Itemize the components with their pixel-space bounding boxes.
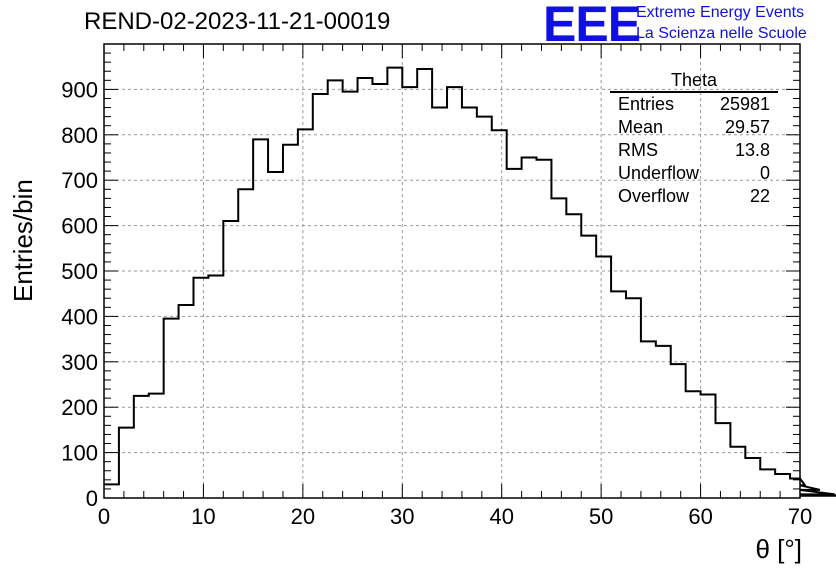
y-tick-label: 0 bbox=[86, 486, 98, 511]
chart-title: REND-02-2023-11-21-00019 bbox=[84, 8, 391, 35]
x-tick-label: 10 bbox=[191, 504, 215, 529]
y-tick-label: 700 bbox=[61, 168, 98, 193]
y-tick-label: 800 bbox=[61, 123, 98, 148]
y-axis-label: Entries/bin bbox=[8, 179, 38, 302]
stats-box: Theta Entries 25981 Mean 29.57 RMS 13.8 Und… bbox=[610, 70, 778, 208]
stats-label: RMS bbox=[618, 140, 658, 160]
logo-caption-line1: Extreme Energy Events bbox=[636, 4, 805, 21]
stats-value: 22 bbox=[749, 186, 770, 206]
y-tick-label: 900 bbox=[61, 77, 98, 102]
x-tick-label: 0 bbox=[98, 504, 110, 529]
y-tick-label: 600 bbox=[61, 214, 98, 239]
y-tick-label: 200 bbox=[61, 395, 98, 420]
eee-logo: EEE bbox=[543, 0, 641, 52]
stats-row-mean: Mean 29.57 bbox=[610, 116, 778, 139]
x-tick-label: 20 bbox=[291, 504, 315, 529]
y-tick-label: 100 bbox=[61, 441, 98, 466]
stats-label: Underflow bbox=[618, 163, 700, 183]
x-tick-label: 40 bbox=[489, 504, 513, 529]
x-tick-label: 30 bbox=[390, 504, 414, 529]
logo-caption-line2: La Scienza nelle Scuole bbox=[636, 25, 807, 42]
stats-row-rms: RMS 13.8 bbox=[610, 139, 778, 162]
stats-value: 25981 bbox=[719, 94, 770, 114]
logo-caption: Extreme Energy Events La Scienza nelle S… bbox=[636, 2, 807, 44]
x-tick-label: 50 bbox=[589, 504, 613, 529]
histogram-series bbox=[104, 66, 836, 497]
tick-labels: 0 10 20 30 40 50 60 700100200300400500600700800… bbox=[61, 77, 812, 529]
stats-value: 13.8 bbox=[734, 140, 770, 160]
stats-label: Entries bbox=[618, 94, 675, 114]
grid-lines bbox=[104, 44, 800, 498]
x-axis-label: θ [°] bbox=[755, 534, 802, 564]
stats-title: Theta bbox=[610, 70, 778, 93]
y-tick-label: 400 bbox=[61, 304, 98, 329]
x-tick-label: 70 bbox=[788, 504, 812, 529]
stats-row-underflow: Underflow 0 bbox=[610, 162, 778, 185]
plot-frame bbox=[103, 43, 801, 499]
stats-row-overflow: Overflow 22 bbox=[610, 185, 778, 208]
x-tick-label: 60 bbox=[688, 504, 712, 529]
stats-value: 29.57 bbox=[724, 117, 770, 137]
axis-ticks bbox=[103, 43, 801, 499]
y-tick-label: 300 bbox=[61, 350, 98, 375]
stats-label: Overflow bbox=[618, 186, 690, 206]
stats-value: 0 bbox=[759, 163, 770, 183]
stats-row-entries: Entries 25981 bbox=[610, 93, 778, 116]
stats-label: Mean bbox=[618, 117, 664, 137]
y-tick-label: 500 bbox=[61, 259, 98, 284]
